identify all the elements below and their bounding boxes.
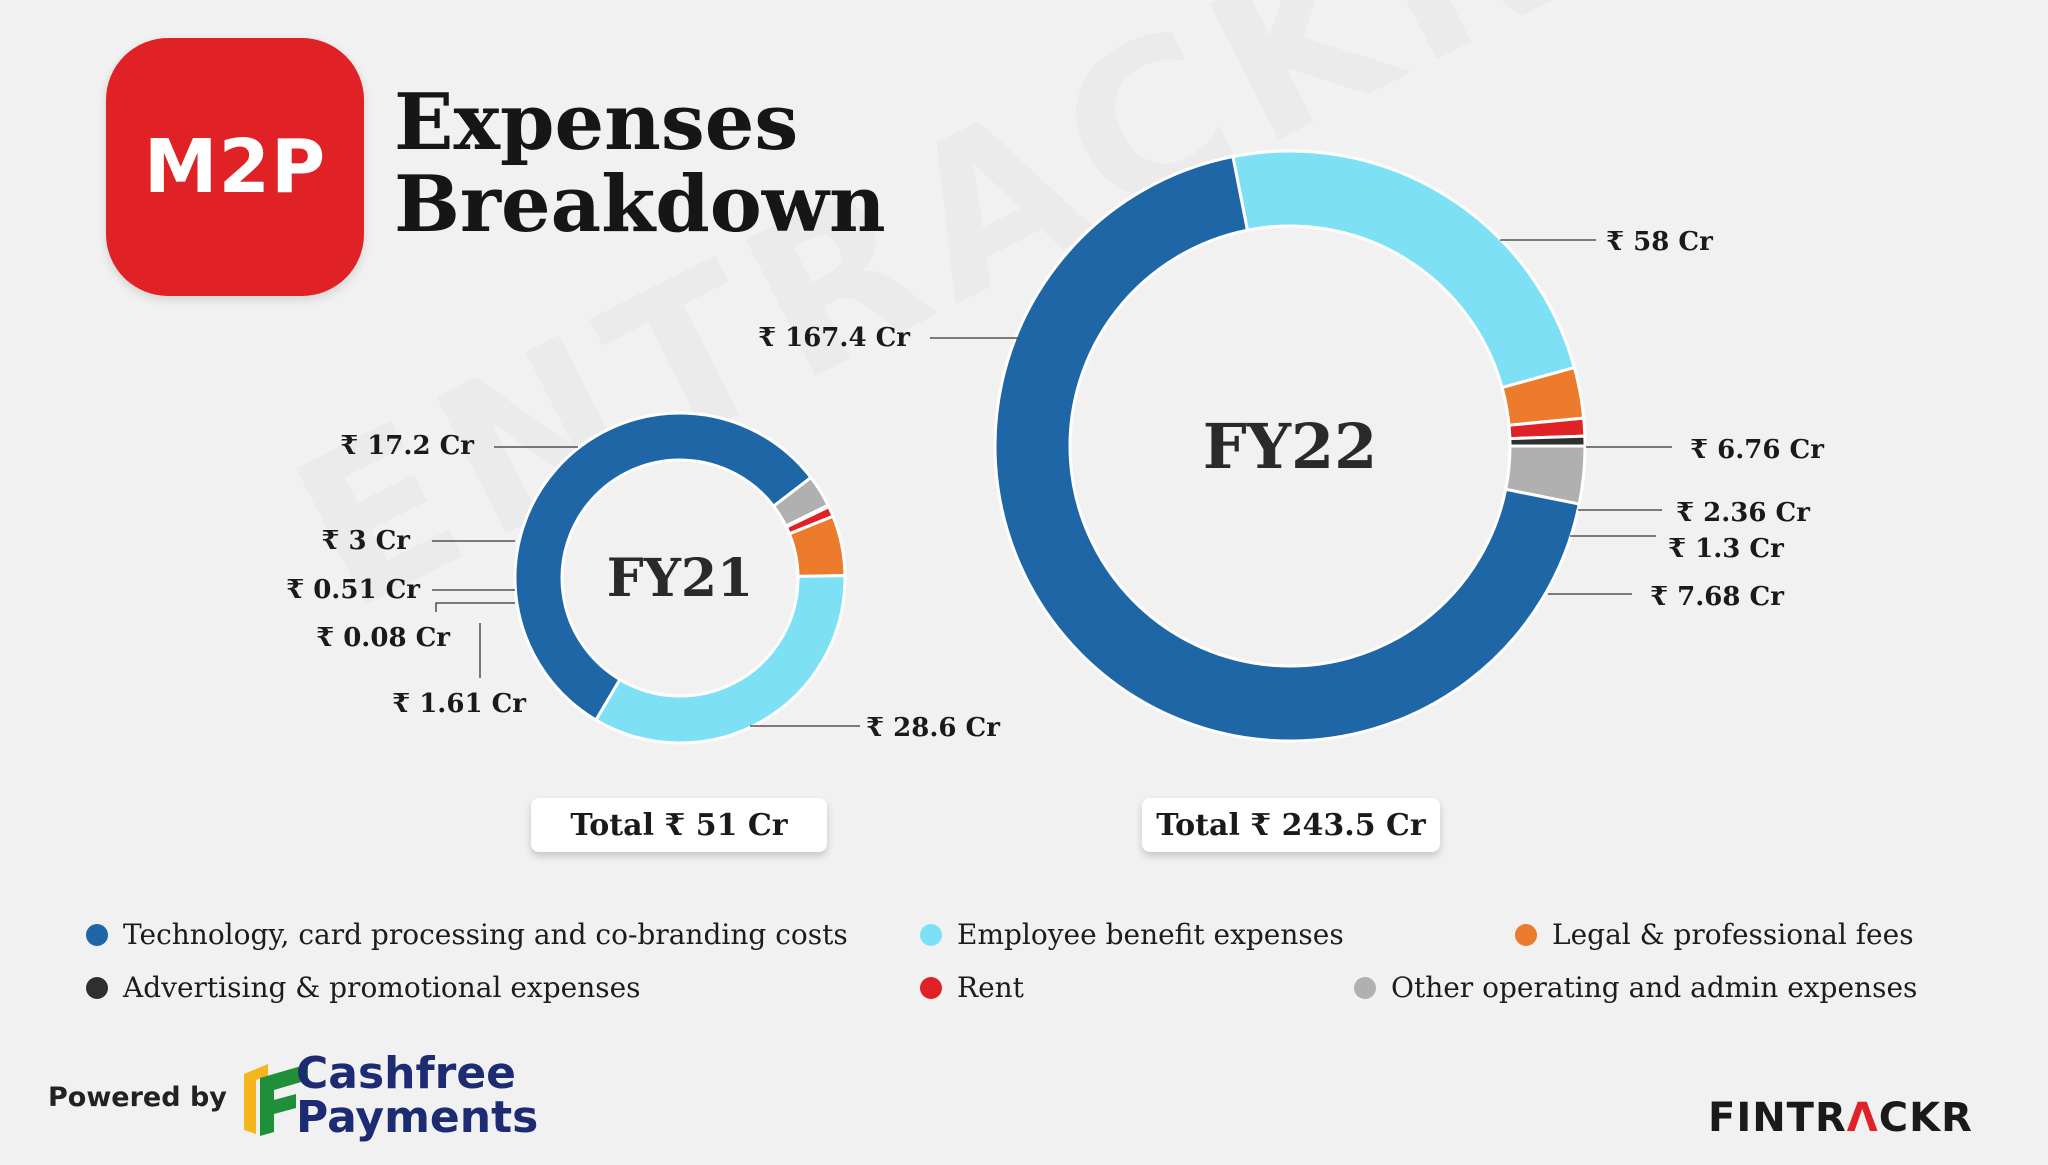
total-fy22: Total ₹ 243.5 Cr — [1142, 798, 1440, 852]
cashfree-logo-icon — [244, 1064, 308, 1136]
data-label: ₹ 6.76 Cr — [1690, 435, 1824, 465]
fintrackr-logo: FINTRΛCKR — [1708, 1095, 1973, 1141]
callout-line — [435, 602, 515, 612]
data-label: ₹ 167.4 Cr — [758, 323, 910, 353]
page-title: Expenses Breakdown — [394, 82, 886, 246]
data-label: ₹ 1.61 Cr — [392, 689, 526, 719]
donut-chart-fy22: FY22 ₹ 58 Cr ₹ 6.76 Cr ₹ 2.36 Cr ₹ 1.3 Cr ₹ 7… — [758, 149, 1824, 743]
donut-center-label: FY21 — [607, 548, 753, 609]
cashfree-wordmark: Cashfree Payments — [296, 1052, 538, 1140]
donut-slice — [594, 574, 847, 745]
sponsor-line-2: Payments — [296, 1092, 539, 1143]
brand-part-2: Λ — [1846, 1095, 1879, 1141]
sponsor-line-1: Cashfree — [296, 1048, 517, 1099]
data-label: ₹ 7.68 Cr — [1650, 582, 1784, 612]
logo-text: M2P — [143, 124, 327, 210]
donut-slice — [513, 411, 813, 722]
data-label: ₹ 17.2 Cr — [340, 431, 474, 461]
powered-by-label: Powered by — [48, 1082, 227, 1113]
title-line-1: Expenses — [394, 77, 799, 168]
data-label: ₹ 1.3 Cr — [1668, 534, 1784, 564]
data-label: ₹ 0.51 Cr — [286, 575, 420, 605]
data-label: ₹ 2.36 Cr — [1676, 498, 1810, 528]
donut-slice — [993, 155, 1581, 743]
brand-part-3: CKR — [1878, 1095, 1973, 1141]
data-label: ₹ 0.08 Cr — [316, 623, 450, 653]
donut-chart-fy21: FY21 ₹ 28.6 Cr ₹ 1.61 Cr ₹ 0.08 Cr ₹ 0.51 Cr… — [286, 411, 1000, 745]
brand-part-1: FINTR — [1708, 1095, 1847, 1141]
m2p-logo: M2P — [106, 38, 364, 296]
donut-slice — [1231, 149, 1576, 390]
data-label: ₹ 28.6 Cr — [866, 713, 1000, 743]
total-fy21: Total ₹ 51 Cr — [531, 798, 827, 852]
donut-center-label: FY22 — [1203, 410, 1378, 483]
data-label: ₹ 3 Cr — [321, 526, 410, 556]
title-line-2: Breakdown — [394, 159, 886, 250]
data-label: ₹ 58 Cr — [1606, 227, 1713, 257]
